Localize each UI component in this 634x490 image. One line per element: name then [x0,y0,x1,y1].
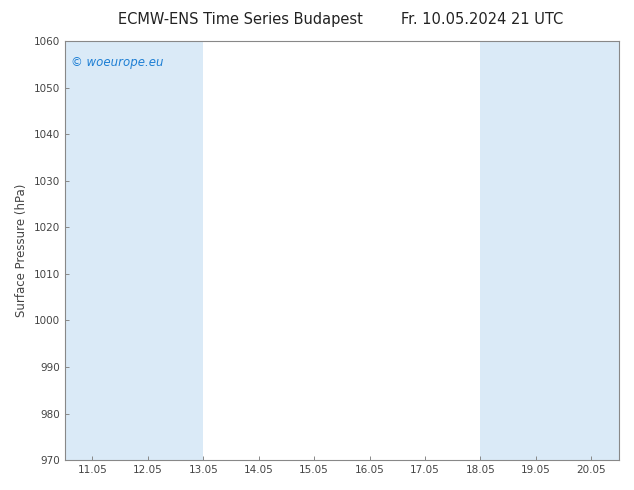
Bar [65,41,204,460]
Bar [481,41,564,460]
Text: © woeurope.eu: © woeurope.eu [71,56,164,69]
Text: ECMW-ENS Time Series Budapest: ECMW-ENS Time Series Budapest [119,12,363,27]
Bar [564,41,619,460]
Y-axis label: Surface Pressure (hPa): Surface Pressure (hPa) [15,184,28,318]
Text: Fr. 10.05.2024 21 UTC: Fr. 10.05.2024 21 UTC [401,12,563,27]
